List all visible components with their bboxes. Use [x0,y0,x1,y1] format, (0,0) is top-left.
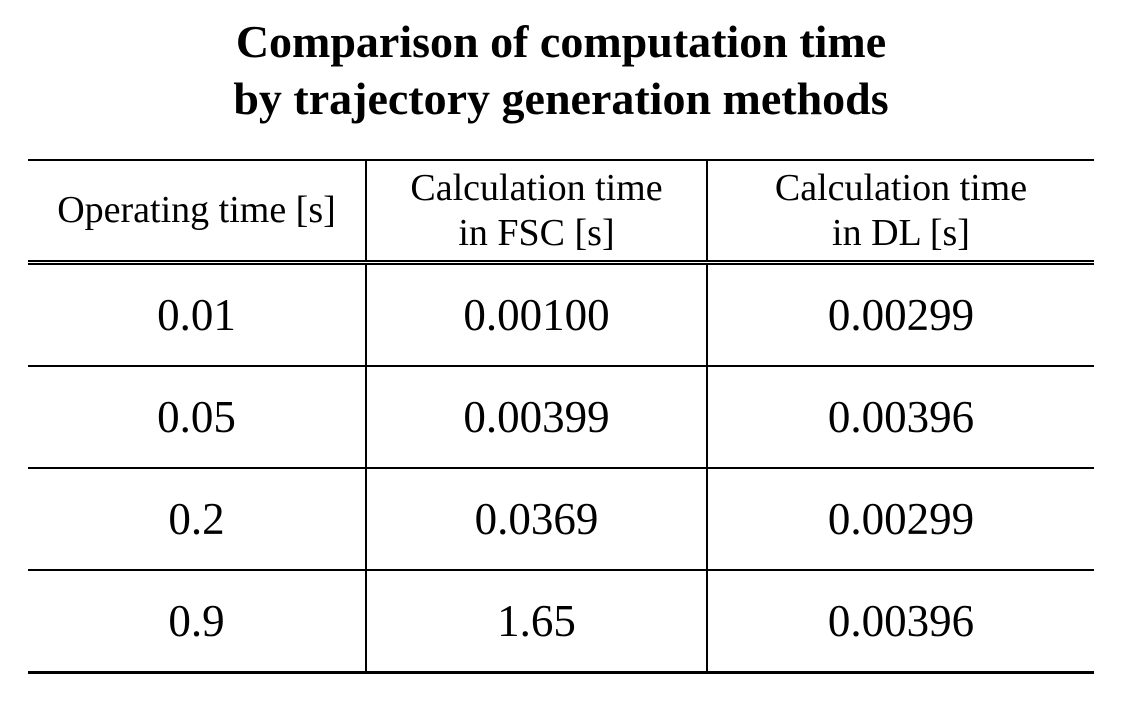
table-row: 0.05 0.00399 0.00396 [28,366,1094,469]
cell-dl-time: 0.00299 [707,262,1094,367]
computation-time-table: Operating time [s] Calculation time in F… [28,159,1094,674]
cell-operating-time: 0.2 [28,468,367,571]
header-calculation-time-dl: Calculation time in DL [s] [707,159,1094,265]
table-title: Comparison of computation time by trajec… [28,13,1094,127]
title-line-2: by trajectory generation methods [233,73,889,124]
cell-dl-time: 0.00396 [707,570,1094,674]
cell-operating-time: 0.01 [28,262,367,367]
cell-operating-time: 0.05 [28,366,367,469]
header-row: Operating time [s] Calculation time in F… [28,159,1094,265]
title-line-1: Comparison of computation time [235,16,887,67]
cell-dl-time: 0.00396 [707,366,1094,469]
header-calculation-time-fsc: Calculation time in FSC [s] [366,159,708,265]
cell-fsc-time: 0.0369 [366,468,708,571]
header-operating-time: Operating time [s] [28,159,367,265]
cell-fsc-time: 1.65 [366,570,708,674]
cell-dl-time: 0.00299 [707,468,1094,571]
table-row: 0.01 0.00100 0.00299 [28,262,1094,367]
cell-fsc-time: 0.00100 [366,262,708,367]
table-row: 0.2 0.0369 0.00299 [28,468,1094,571]
cell-operating-time: 0.9 [28,570,367,674]
table-row: 0.9 1.65 0.00396 [28,570,1094,674]
cell-fsc-time: 0.00399 [366,366,708,469]
